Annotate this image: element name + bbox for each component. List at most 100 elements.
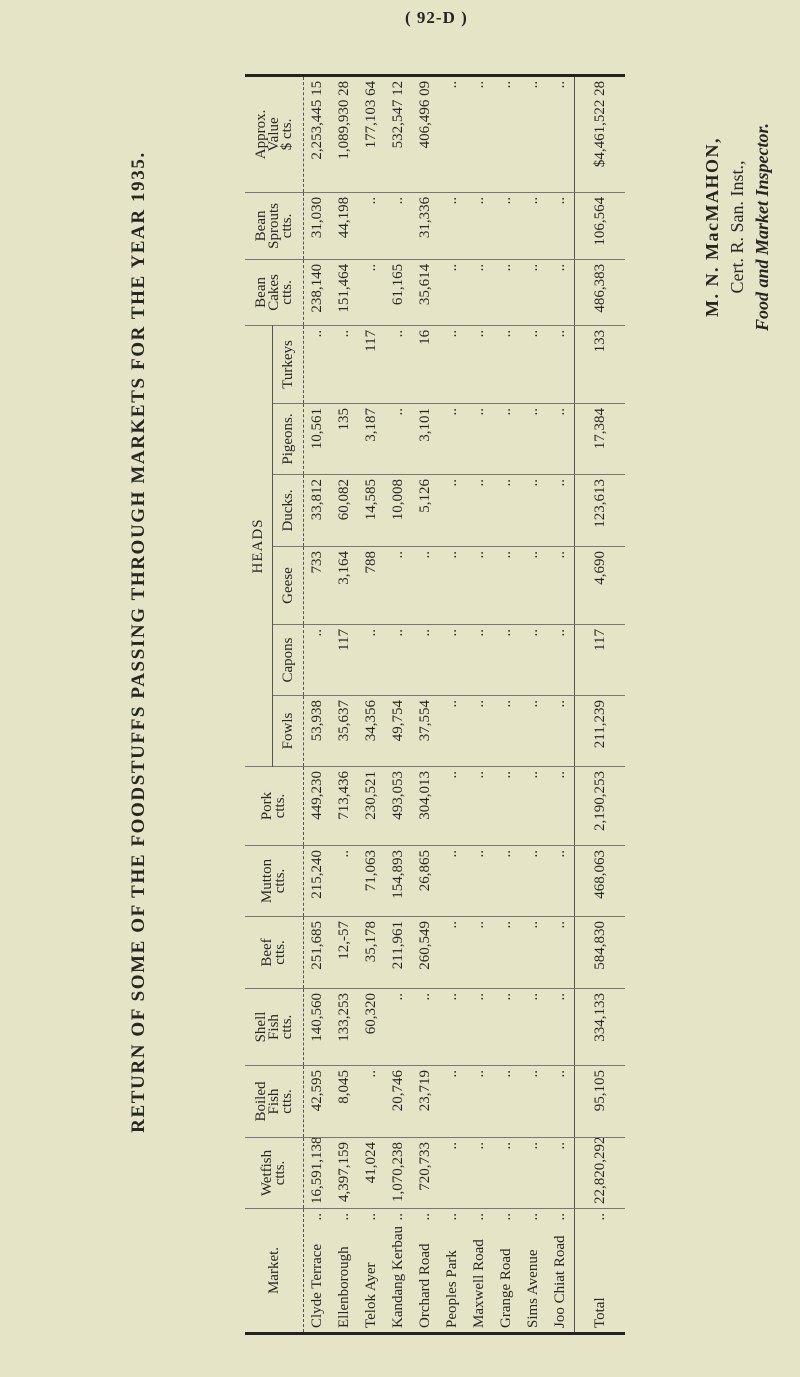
value-cell: ..: [466, 766, 493, 846]
market-name: Total: [591, 1297, 608, 1328]
value-cell: 493,053: [385, 766, 412, 846]
value-cell: ..: [466, 474, 493, 547]
dot-leader: ..: [363, 1213, 379, 1221]
value-cell: ..: [466, 546, 493, 625]
value-cell: ..: [439, 75, 466, 193]
value-cell: 720,733: [412, 1137, 439, 1209]
value-cell: ..: [466, 325, 493, 404]
value-cell: 449,230: [303, 766, 331, 846]
value-cell: ..: [547, 695, 575, 767]
market-name: Grange Road: [498, 1248, 514, 1328]
column-header: Bean Cakes ctts.: [245, 259, 304, 326]
value-cell: ..: [547, 624, 575, 696]
value-cell: 60,082: [331, 474, 358, 547]
value-cell: ..: [520, 1065, 547, 1138]
column-header: Turkeys: [272, 325, 304, 404]
value-cell: 34,356: [358, 695, 385, 767]
market-name: Kandang Kerbau: [390, 1225, 406, 1328]
value-cell: 106,564: [574, 192, 625, 260]
value-cell: ..: [520, 403, 547, 475]
value-cell: ..: [385, 546, 412, 625]
value-cell: ..: [520, 75, 547, 193]
value-cell: 23,719: [412, 1065, 439, 1138]
value-cell: ..: [439, 695, 466, 767]
value-cell: 211,239: [574, 695, 625, 767]
value-cell: 406,496 09: [412, 75, 439, 193]
value-cell: 788: [358, 546, 385, 625]
value-cell: ..: [493, 845, 520, 917]
column-header: Pigeons.: [272, 403, 304, 475]
value-cell: ..: [520, 624, 547, 696]
table-row: Grange Road.............................…: [493, 75, 520, 1333]
value-cell: 35,614: [412, 259, 439, 326]
dot-leader: ..: [444, 1213, 460, 1221]
signature-credential: Cert. R. San. Inst.,: [727, 160, 747, 294]
table-row: Orchard Road.. 720,733 23,719.. 260,549 26,8…: [412, 75, 439, 1333]
value-cell: 304,013: [412, 766, 439, 846]
value-cell: ..: [520, 546, 547, 625]
value-cell: ..: [466, 916, 493, 989]
value-cell: 3,101: [412, 403, 439, 475]
value-cell: ..: [303, 624, 331, 696]
market-name-cell: Total..: [574, 1208, 625, 1334]
value-cell: 713,436: [331, 766, 358, 846]
value-cell: ..: [466, 695, 493, 767]
value-cell: ..: [331, 845, 358, 917]
market-name-cell: Orchard Road..: [412, 1209, 439, 1334]
value-cell: ..: [547, 1137, 575, 1209]
value-cell: 42,595: [303, 1065, 331, 1138]
dot-leader: ..: [390, 1213, 406, 1221]
value-cell: ..: [520, 845, 547, 917]
value-cell: ..: [439, 766, 466, 846]
value-cell: 154,893: [385, 845, 412, 917]
value-cell: 14,585: [358, 474, 385, 547]
value-cell: ..: [358, 624, 385, 696]
value-cell: ..: [358, 1065, 385, 1138]
value-cell: 53,938: [303, 695, 331, 767]
value-cell: 3,187: [358, 403, 385, 475]
value-cell: ..: [439, 403, 466, 475]
value-cell: ..: [439, 474, 466, 547]
value-cell: ..: [520, 474, 547, 547]
value-cell: ..: [547, 325, 575, 404]
value-cell: 2,190,253: [574, 766, 625, 846]
value-cell: ..: [493, 766, 520, 846]
value-cell: ..: [493, 75, 520, 193]
value-cell: ..: [466, 624, 493, 696]
page-number: ( 92-D ): [405, 8, 468, 27]
value-cell: 12,-57: [331, 916, 358, 989]
table-row: Kandang Kerbau.. 1,070,238 20,746.. 211,961…: [385, 75, 412, 1333]
value-cell: 4,397,159: [331, 1137, 358, 1209]
value-cell: ..: [493, 1065, 520, 1138]
market-name-cell: Clyde Terrace..: [304, 1209, 332, 1334]
value-cell: ..: [493, 325, 520, 404]
value-cell: 41,024: [358, 1137, 385, 1209]
value-cell: ..: [385, 192, 412, 260]
value-cell: ..: [466, 75, 493, 193]
value-cell: 31,030: [303, 192, 331, 260]
value-cell: 4,690: [574, 546, 625, 625]
value-cell: ..: [412, 988, 439, 1066]
value-cell: 35,637: [331, 695, 358, 767]
value-cell: ..: [466, 845, 493, 917]
value-cell: 260,549: [412, 916, 439, 989]
column-header: Geese: [272, 546, 304, 625]
value-cell: ..: [385, 403, 412, 475]
group-header-heads: HEADS: [245, 325, 273, 767]
value-cell: ..: [547, 403, 575, 475]
market-name: Sims Avenue: [525, 1249, 541, 1328]
value-cell: ..: [493, 695, 520, 767]
value-cell: 117: [331, 624, 358, 696]
value-cell: 10,561: [303, 403, 331, 475]
value-cell: ..: [493, 916, 520, 989]
value-cell: ..: [439, 1065, 466, 1138]
value-cell: 16: [412, 325, 439, 404]
value-cell: ..: [547, 1065, 575, 1138]
value-cell: 133: [574, 325, 625, 404]
value-cell: 251,685: [303, 916, 331, 989]
value-cell: $4,461,522 28: [574, 75, 625, 193]
value-cell: 584,830: [574, 916, 625, 989]
value-cell: 44,198: [331, 192, 358, 260]
value-cell: ..: [385, 624, 412, 696]
